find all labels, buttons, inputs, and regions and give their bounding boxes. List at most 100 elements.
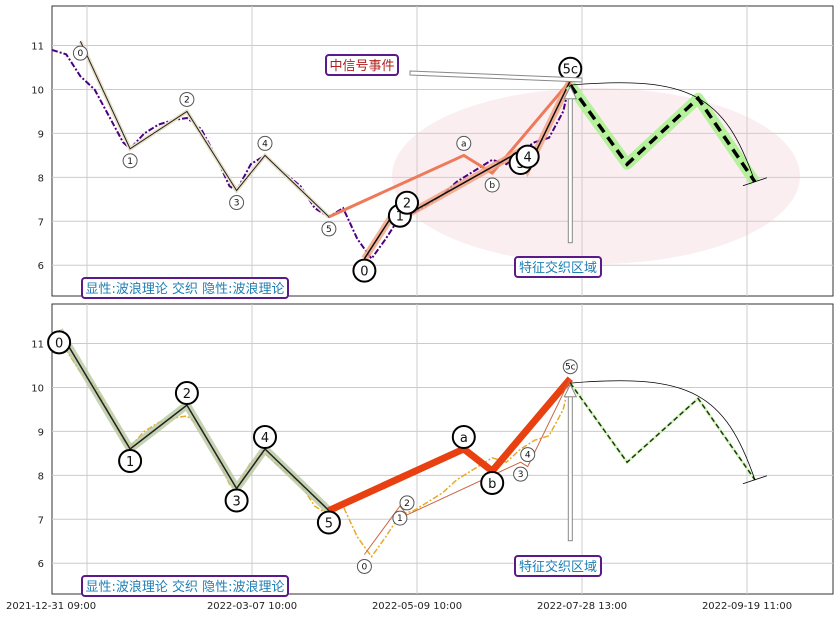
small-wave-marker-4 [520,447,536,463]
large-wave-label-0: 0 [360,265,368,280]
small-wave-label-2: 2 [404,499,410,509]
y-tick-label: 11 [31,42,44,53]
small-wave-label-2: 2 [184,95,190,105]
y-tick-label: 9 [38,129,44,140]
x-tick-label: 2022-03-07 10:00 [207,601,297,612]
small-wave-marker-1 [392,510,408,526]
large-wave-label-2: 2 [183,387,191,402]
y-tick-label: 8 [38,471,44,482]
small-wave-label-b: b [489,181,495,191]
y-tick-label: 10 [31,383,44,394]
feature-zone-box [514,555,602,577]
impulse-wave-line [58,330,330,512]
large-wave-marker-3 [224,488,249,513]
large-wave-label-1: 1 [126,455,134,470]
info-box [81,575,289,597]
x-tick-label: 2022-05-09 10:00 [372,601,462,612]
large-wave-label-3: 3 [232,495,240,510]
large-wave-marker-5 [316,510,341,535]
large-wave-label-2: 2 [403,197,411,212]
projection-end-tick [742,475,768,485]
large-wave-marker-b [480,470,505,495]
feature-zone-label: 特征交织区域 [519,559,597,575]
large-wave-marker-a [451,425,476,449]
small-wave-marker-2 [399,495,415,511]
small-wave-label-3: 3 [518,470,524,480]
y-tick-label: 10 [31,85,44,96]
projection-line [568,84,757,183]
small-wave-marker-0 [72,45,88,61]
large-wave-label-1: 1 [396,210,404,225]
small-wave-label-1: 1 [397,514,403,524]
large-wave-marker-2 [174,381,199,406]
small-wave-marker-2 [179,91,195,107]
projection-line [569,382,756,481]
plot-area [51,5,834,297]
projection-arc [570,82,756,182]
y-tick-label: 9 [38,427,44,438]
small-wave-label-3: 3 [234,199,240,209]
small-wave-marker-a [456,135,472,151]
small-wave-label-5c: 5c [565,363,576,373]
small-wave-marker-5 [321,221,337,237]
y-tick-label: 7 [38,515,44,526]
y-tick-label: 6 [38,559,44,570]
projection-end-tick [742,177,768,187]
small-wave-marker-0 [356,558,372,574]
x-tick-label: 2022-09-19 11:00 [702,601,792,612]
x-tick-label: 2022-07-28 13:00 [537,601,627,612]
large-wave-marker-0 [352,258,377,283]
large-wave-label-b: b [488,477,496,492]
small-wave-marker-b [484,177,500,193]
small-wave-marker-3 [229,195,245,211]
feature-zone-box [514,256,602,278]
small-wave-label-5: 5 [326,225,332,235]
large-wave-marker-4 [515,144,540,169]
signal-event-box [325,54,399,76]
impulse-wave-line [79,40,330,218]
plot-area [51,303,834,595]
abc-wave-line [328,79,572,219]
small-wave-label-1: 1 [127,157,133,167]
small-wave-marker-3 [513,466,529,482]
y-tick-label: 6 [38,261,44,272]
small-wave-label-a: a [461,139,467,149]
large-wave-label-0: 0 [55,336,63,351]
chart-panel-top: 67891011012345ab012345c显性:波浪理论 交织 隐性:波浪理… [31,5,834,299]
small-wave-label-4: 4 [525,451,531,461]
event-marker-bar [567,92,573,244]
large-wave-marker-1 [118,449,143,473]
small-wave-marker-1 [122,153,138,169]
large-wave-label-a: a [460,431,468,446]
event-marker-bar [567,390,573,542]
large-wave-label-5: 5 [325,517,333,532]
small-wave-label-0: 0 [78,49,84,59]
feature-zone-ellipse [392,88,800,264]
large-wave-marker-4 [253,425,277,449]
feature-zone-label: 特征交织区域 [519,260,597,276]
small-wave-marker-5c [562,359,578,375]
info-label: 显性:波浪理论 交织 隐性:波浪理论 [85,579,284,595]
large-wave-label-4: 4 [261,431,269,446]
signal-arrow [409,70,583,83]
projection-arc [570,380,756,480]
event-marker-arrowhead [563,85,578,100]
signal-event-label: 中信号事件 [329,59,394,74]
event-marker-arrowhead [563,383,578,398]
large-wave-label-4: 4 [524,151,532,166]
x-tick-label: 2021-12-31 09:00 [6,601,96,612]
small-wave-marker-4 [257,135,273,151]
abc-wave-line [327,376,573,514]
y-tick-label: 11 [31,340,44,351]
info-label: 显性:波浪理论 交织 隐性:波浪理论 [85,281,284,297]
large-wave-label-5c: 5c [563,63,578,78]
info-box [81,277,289,299]
y-tick-label: 8 [38,173,44,184]
large-wave-marker-0 [47,330,72,355]
small-wave-label-0: 0 [362,562,368,572]
large-wave-marker-2 [395,190,419,215]
small-wave-label-4: 4 [262,139,268,149]
y-tick-label: 7 [38,217,44,228]
